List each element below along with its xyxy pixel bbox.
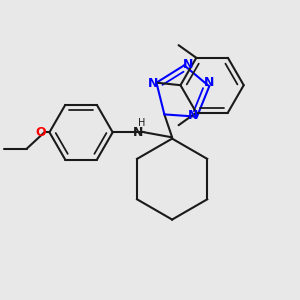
Text: N: N (183, 58, 193, 70)
Text: H: H (138, 118, 146, 128)
Text: N: N (133, 126, 143, 139)
Text: N: N (148, 77, 158, 90)
Text: N: N (188, 109, 198, 122)
Text: O: O (35, 126, 46, 139)
Text: N: N (204, 76, 214, 89)
